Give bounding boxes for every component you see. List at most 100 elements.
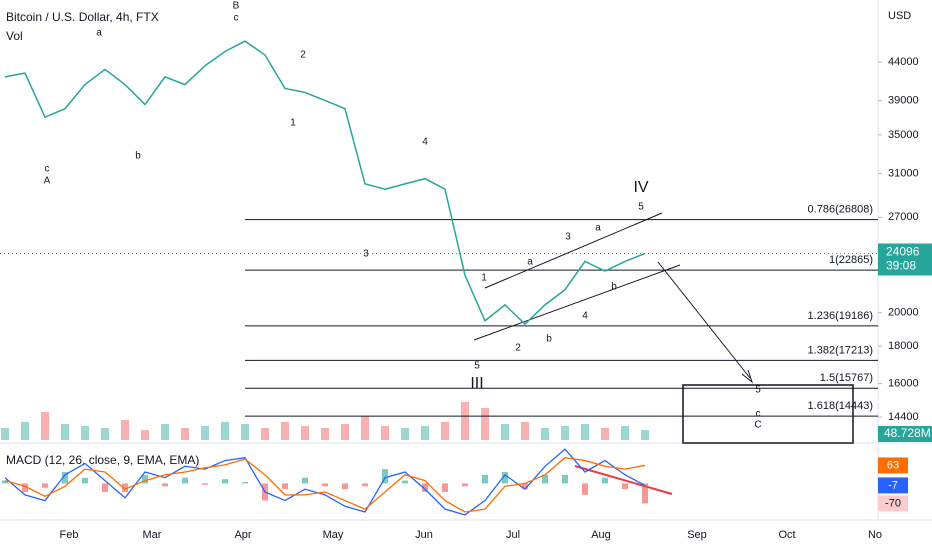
macd-histogram — [2, 480, 8, 484]
volume-badge — [878, 426, 932, 442]
macd-histogram — [602, 477, 608, 484]
volume-bar — [621, 426, 629, 440]
wave-label: 5 — [638, 202, 644, 213]
y-tick-label: 14400 — [888, 411, 919, 423]
macd-badge — [878, 495, 908, 512]
fib-label: 1.236(19186) — [808, 310, 873, 322]
macd-histogram — [322, 483, 328, 487]
volume-bar — [241, 424, 249, 440]
macd-histogram — [42, 483, 48, 488]
macd-histogram — [462, 483, 468, 487]
volume-bar — [41, 412, 49, 440]
axis-unit: USD — [888, 10, 911, 22]
x-tick-label: Oct — [778, 529, 795, 541]
macd-histogram — [102, 483, 108, 492]
volume-bar — [321, 428, 329, 440]
countdown: 39:08 — [886, 259, 916, 273]
macd-histogram — [162, 483, 168, 487]
macd-histogram — [502, 472, 508, 484]
volume-bar — [281, 422, 289, 440]
volume-bar — [581, 424, 589, 440]
volume-label: Vol — [6, 29, 23, 43]
macd-histogram — [442, 483, 448, 492]
volume-bar — [521, 422, 529, 440]
macd-histogram — [242, 482, 248, 484]
projection-arrow — [657, 261, 751, 379]
y-tick-label: 44000 — [888, 56, 919, 68]
y-tick-label: 20000 — [888, 307, 919, 319]
wave-label: 5 — [755, 385, 761, 396]
macd-histogram — [542, 474, 548, 484]
fib-label: 1(22865) — [829, 254, 873, 266]
y-tick-label: 16000 — [888, 378, 919, 390]
x-tick-label: No — [868, 529, 882, 541]
y-tick-label: 27000 — [888, 211, 919, 223]
wave-label: 3 — [565, 232, 571, 243]
volume-bar — [101, 428, 109, 440]
channel-upper — [484, 212, 663, 289]
wave-label: a — [527, 257, 533, 268]
volume-bar — [181, 428, 189, 440]
volume-bar — [301, 426, 309, 440]
price-badge — [878, 243, 932, 276]
macd-histogram — [82, 477, 88, 484]
wave-label: a — [595, 223, 601, 234]
x-tick-label: Apr — [234, 529, 251, 541]
volume-bar — [261, 428, 269, 440]
wave-label: C — [754, 420, 761, 431]
wave-label: c — [756, 409, 761, 420]
target-box — [682, 384, 854, 444]
volume-bar — [481, 408, 489, 440]
volume-bar — [21, 422, 29, 440]
volume-bar — [461, 402, 469, 440]
wave-label: 1 — [290, 118, 296, 129]
wave-label: 3 — [363, 249, 369, 260]
volume-bar — [641, 430, 649, 440]
macd-badge — [878, 477, 908, 494]
volume-bar — [81, 426, 89, 440]
macd-histogram — [302, 477, 308, 484]
volume-bar — [221, 422, 229, 440]
volume-bar — [441, 422, 449, 440]
x-tick-label: Aug — [591, 529, 611, 541]
volume-bar — [401, 428, 409, 440]
macd-histogram — [202, 483, 208, 485]
macd-histogram — [562, 474, 568, 484]
macd-histogram — [622, 483, 628, 490]
wave-label: b — [135, 151, 141, 162]
wave-label: A — [44, 176, 51, 187]
chart-title: Bitcoin / U.S. Dollar, 4h, FTX — [6, 10, 159, 24]
macd-histogram — [122, 483, 128, 492]
x-tick-label: Feb — [60, 529, 79, 541]
volume-bar — [161, 424, 169, 440]
y-tick-label: 31000 — [888, 167, 919, 179]
channel-lower — [473, 264, 681, 341]
x-tick-label: Sep — [687, 529, 707, 541]
macd-histogram — [482, 474, 488, 484]
macd-histogram — [642, 483, 648, 504]
macd-histogram — [422, 483, 428, 492]
macd-histogram — [62, 472, 68, 484]
macd-badge-label: 63 — [887, 459, 899, 471]
wave-label: 2 — [515, 343, 521, 354]
wave-label: 4 — [422, 137, 428, 148]
macd-histogram — [402, 480, 408, 484]
macd-histogram — [22, 483, 28, 492]
macd-badge — [878, 457, 908, 474]
volume-bar — [501, 424, 509, 440]
macd-histogram — [182, 477, 188, 484]
wave-label: 1 — [481, 273, 487, 284]
wave-label: III — [470, 375, 483, 392]
macd-histogram — [522, 483, 528, 490]
wave-label: b — [546, 334, 552, 345]
arrow-head — [741, 369, 754, 384]
macd-badge-label: -70 — [885, 497, 901, 509]
volume-bar — [1, 428, 9, 440]
volume-bar — [561, 426, 569, 440]
macd-badge-label: -7 — [888, 479, 898, 491]
fib-label: 0.786(26808) — [808, 204, 873, 216]
macd-histogram — [382, 469, 388, 484]
x-tick-label: Mar — [143, 529, 162, 541]
